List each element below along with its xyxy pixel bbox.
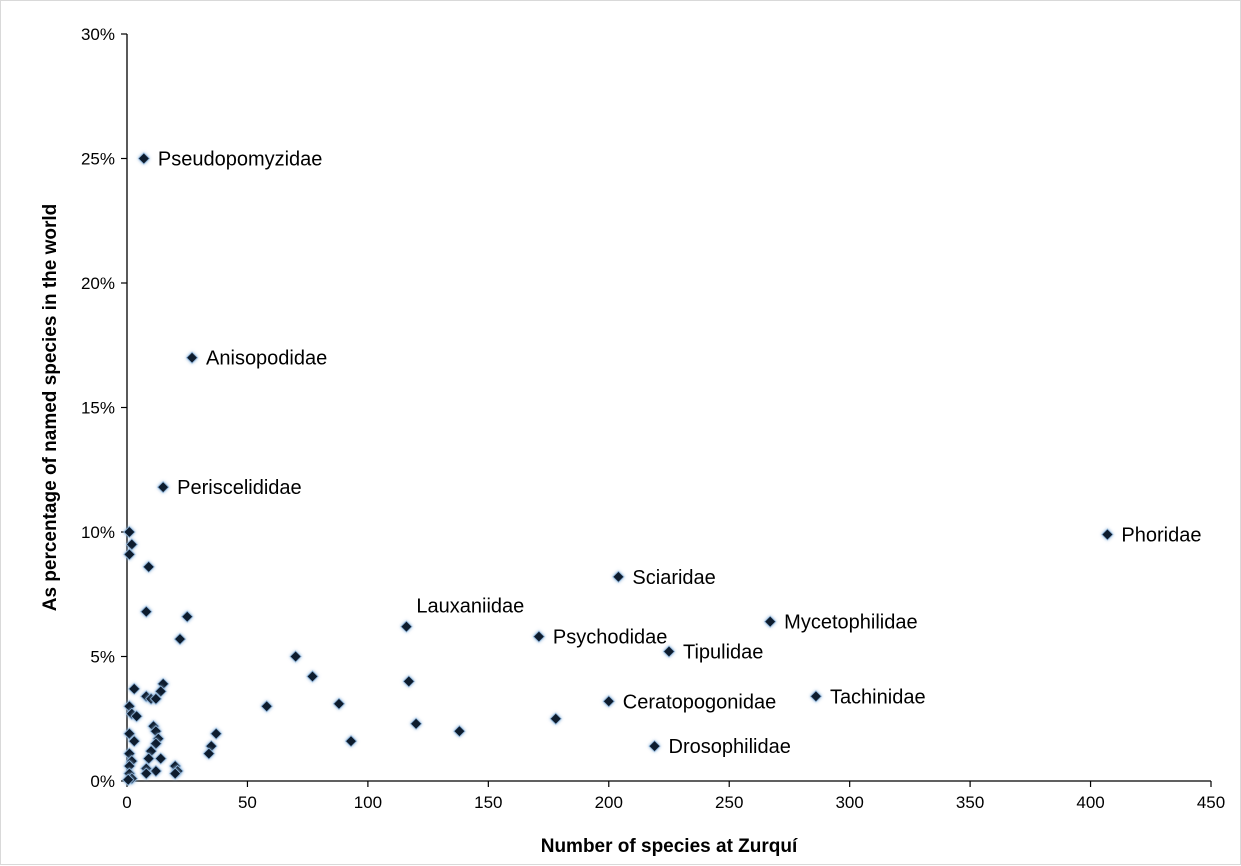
x-tick-label: 450 (1197, 793, 1225, 812)
x-tick-label: 100 (354, 793, 382, 812)
y-tick-label: 10% (81, 523, 115, 542)
data-points (122, 152, 1114, 786)
x-tick-label: 50 (238, 793, 257, 812)
point-label: Ceratopogonidae (623, 691, 776, 713)
data-point (122, 773, 135, 786)
axes (121, 33, 1212, 787)
data-point (306, 670, 319, 683)
y-tick-label: 15% (81, 399, 115, 418)
data-point (410, 717, 423, 730)
data-point (453, 725, 466, 738)
data-point (210, 727, 223, 740)
y-tick-label: 25% (81, 150, 115, 169)
x-tick-label: 150 (474, 793, 502, 812)
labeled-data-point (1101, 528, 1114, 541)
point-label: Drosophilidae (669, 736, 791, 758)
labeled-data-point (400, 620, 413, 633)
data-point (140, 605, 153, 618)
data-point (142, 752, 155, 765)
point-label: Lauxaniidae (416, 596, 524, 618)
data-point (123, 525, 136, 539)
data-point (173, 633, 187, 646)
data-point (154, 752, 167, 765)
labeled-data-point (648, 740, 661, 753)
data-point (549, 712, 562, 725)
x-axis-title: Number of species at Zurquí (541, 836, 798, 857)
data-point (149, 737, 162, 750)
data-point (154, 685, 167, 698)
data-point (260, 700, 273, 713)
labeled-data-point (532, 630, 545, 643)
point-label: Mycetophilidae (784, 612, 917, 634)
data-point (149, 764, 162, 778)
data-point (402, 675, 415, 688)
y-tick-label: 30% (81, 25, 115, 44)
point-label: Tachinidae (830, 686, 926, 708)
labeled-data-point (157, 481, 170, 494)
x-tick-label: 350 (956, 793, 984, 812)
y-tick-label: 20% (81, 274, 115, 293)
tick-labels: 0 50 100 150 200 250 300 350 400 450 0% 5% 10% 15% 20%… (81, 25, 1225, 812)
data-point (332, 697, 346, 710)
labeled-data-point (764, 615, 777, 628)
x-tick-label: 0 (122, 793, 131, 812)
data-point (125, 538, 138, 551)
data-point (169, 767, 182, 780)
data-point (142, 560, 155, 573)
point-label: Psychodidae (553, 627, 668, 649)
y-axis-title: As percentage of named species in the wo… (40, 204, 61, 612)
data-point (149, 692, 162, 705)
data-point (344, 735, 358, 748)
data-point (140, 767, 153, 780)
data-point (128, 735, 141, 748)
data-point (202, 747, 215, 760)
point-label: Anisopodidae (206, 348, 327, 370)
point-label: Sciaridae (632, 567, 715, 589)
labeled-data-point (602, 695, 615, 708)
y-tick-label: 5% (90, 648, 115, 667)
labeled-data-point (185, 351, 199, 364)
point-label: Phoridae (1121, 524, 1201, 546)
labeled-data-point (809, 690, 823, 703)
data-point (123, 548, 136, 561)
x-tick-label: 400 (1076, 793, 1104, 812)
point-label: Pseudopomyzidae (158, 149, 323, 171)
data-point (130, 710, 143, 723)
labeled-data-point (612, 570, 625, 583)
point-label: Periscelididae (177, 477, 302, 499)
x-tick-label: 200 (595, 793, 623, 812)
y-tick-label: 0% (90, 772, 115, 791)
data-point (128, 682, 141, 695)
labeled-data-point (662, 645, 676, 658)
x-tick-label: 300 (835, 793, 863, 812)
data-point (123, 727, 136, 740)
point-label: Tipulidae (683, 642, 763, 664)
data-point (289, 650, 302, 663)
labeled-data-point (137, 152, 150, 165)
point-labels: Pseudopomyzidae Anisopodidae Periscelidida… (158, 149, 1202, 759)
data-point (181, 610, 194, 623)
x-tick-label: 250 (715, 793, 743, 812)
